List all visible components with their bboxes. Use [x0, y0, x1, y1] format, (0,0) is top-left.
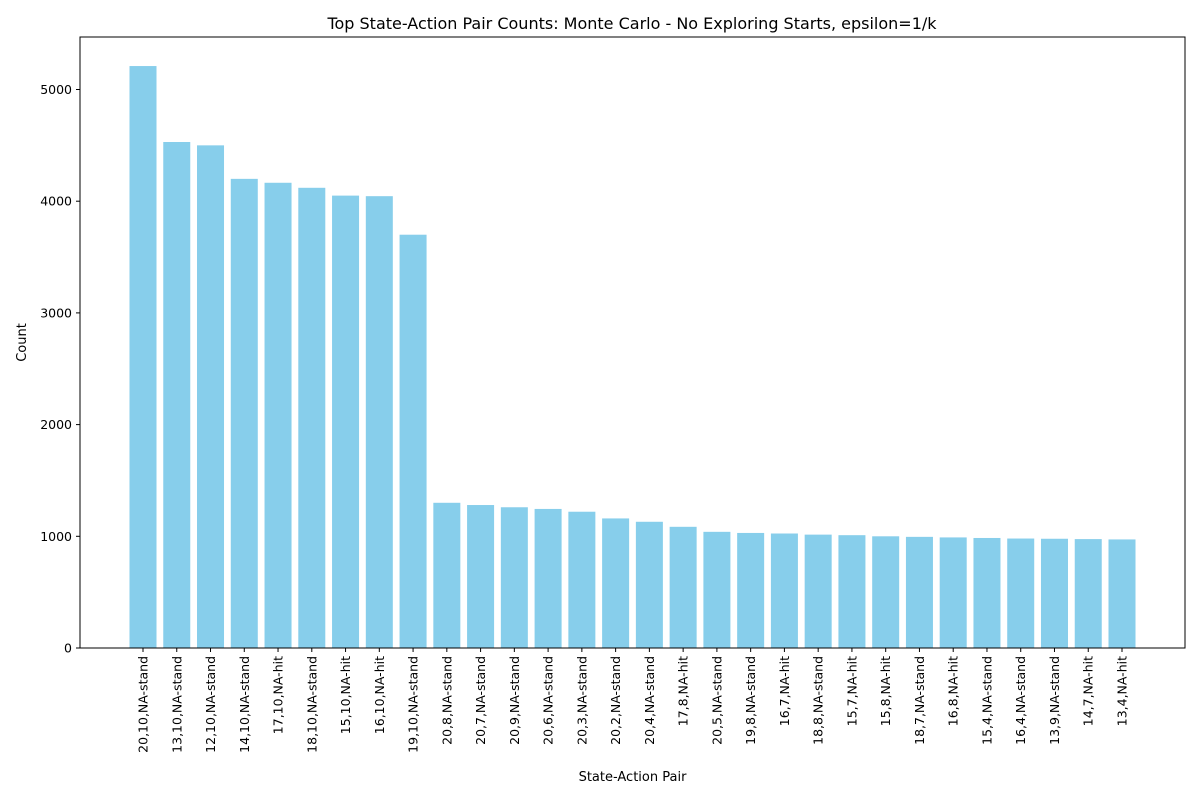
bar-15,7,NA-hit [838, 535, 866, 648]
x-tick-label: 19,8,NA-stand [743, 656, 758, 745]
x-tick-label: 20,10,NA-stand [136, 656, 151, 753]
x-tick-label: 18,7,NA-stand [912, 656, 927, 745]
bar-20,5,NA-stand [703, 531, 731, 648]
chart-title: Top State-Action Pair Counts: Monte Carl… [326, 14, 937, 33]
x-tick-label: 16,4,NA-stand [1013, 656, 1028, 745]
bar-13,4,NA-hit [1108, 539, 1136, 648]
bar-15,8,NA-hit [872, 536, 900, 648]
y-tick-label: 3000 [40, 305, 72, 320]
bar-17,10,NA-hit [264, 182, 292, 648]
bars-layer [129, 66, 1136, 649]
x-axis-label: State-Action Pair [579, 770, 687, 785]
bar-12,10,NA-stand [197, 145, 225, 648]
x-tick-label: 20,3,NA-stand [574, 656, 589, 745]
bar-16,10,NA-hit [365, 196, 393, 648]
bar-16,4,NA-stand [1007, 538, 1035, 648]
x-tick-label: 14,7,NA-hit [1081, 656, 1096, 726]
plot-frame [79, 36, 1186, 649]
x-tick-label: 16,8,NA-hit [946, 656, 961, 726]
x-tick-label: 16,7,NA-hit [777, 656, 792, 726]
x-tick-label: 20,8,NA-stand [439, 656, 454, 745]
x-tick-label: 19,10,NA-stand [406, 656, 421, 753]
x-tick-label: 20,9,NA-stand [507, 656, 522, 745]
bar-15,4,NA-stand [973, 537, 1001, 648]
x-tick-label: 14,10,NA-stand [237, 656, 252, 753]
y-tick-label: 5000 [40, 82, 72, 97]
x-tick-label: 17,8,NA-hit [676, 656, 691, 726]
x-tick-label: 18,10,NA-stand [304, 656, 319, 753]
x-tick-label: 15,10,NA-hit [338, 656, 353, 734]
x-tick-label: 20,5,NA-stand [709, 656, 724, 745]
bar-18,10,NA-stand [298, 187, 326, 649]
x-tick-label: 13,4,NA-hit [1115, 656, 1130, 726]
bar-16,8,NA-hit [939, 537, 967, 648]
y-tick-label: 1000 [40, 529, 72, 544]
x-tick-label: 20,2,NA-stand [608, 656, 623, 745]
x-tick-label: 13,9,NA-stand [1047, 656, 1062, 745]
x-tick-label: 15,7,NA-hit [844, 656, 859, 726]
bar-17,8,NA-hit [669, 526, 697, 648]
bar-18,7,NA-stand [905, 536, 933, 648]
bar-19,8,NA-stand [737, 532, 765, 648]
bar-15,10,NA-hit [332, 195, 360, 648]
y-axis-label: Count [15, 323, 30, 362]
bar-13,10,NA-stand [163, 141, 191, 648]
bar-20,10,NA-stand [129, 66, 157, 648]
x-tick-label: 20,7,NA-stand [473, 656, 488, 745]
x-tick-label: 16,10,NA-hit [372, 656, 387, 734]
bar-18,8,NA-stand [804, 534, 832, 648]
bar-14,7,NA-hit [1074, 539, 1102, 648]
bar-20,7,NA-stand [467, 505, 495, 648]
y-tick-label: 0 [64, 641, 72, 656]
bar-20,2,NA-stand [602, 518, 630, 648]
bar-20,6,NA-stand [534, 508, 562, 648]
x-tick-label: 18,8,NA-stand [811, 656, 826, 745]
x-tick-label: 15,8,NA-hit [878, 656, 893, 726]
bar-19,10,NA-stand [399, 234, 427, 648]
bar-20,9,NA-stand [500, 507, 528, 648]
bar-14,10,NA-stand [230, 178, 258, 648]
bar-20,4,NA-stand [635, 521, 663, 648]
x-axis: 20,10,NA-stand 13,10,NA-stand 12,10,NA-sta… [136, 648, 1130, 753]
bar-16,7,NA-hit [770, 533, 798, 648]
x-tick-label: 20,4,NA-stand [642, 656, 657, 745]
y-axis: 0 1000 2000 3000 4000 5000 [40, 82, 80, 656]
y-tick-label: 2000 [40, 417, 72, 432]
bar-20,3,NA-stand [568, 511, 596, 648]
x-tick-label: 12,10,NA-stand [203, 656, 218, 753]
bar-13,9,NA-stand [1040, 538, 1068, 648]
x-tick-label: 20,6,NA-stand [541, 656, 556, 745]
x-tick-label: 17,10,NA-hit [271, 656, 286, 734]
x-tick-label: 13,10,NA-stand [169, 656, 184, 753]
y-tick-label: 4000 [40, 194, 72, 209]
x-tick-label: 15,4,NA-stand [979, 656, 994, 745]
bar-20,8,NA-stand [433, 502, 461, 648]
